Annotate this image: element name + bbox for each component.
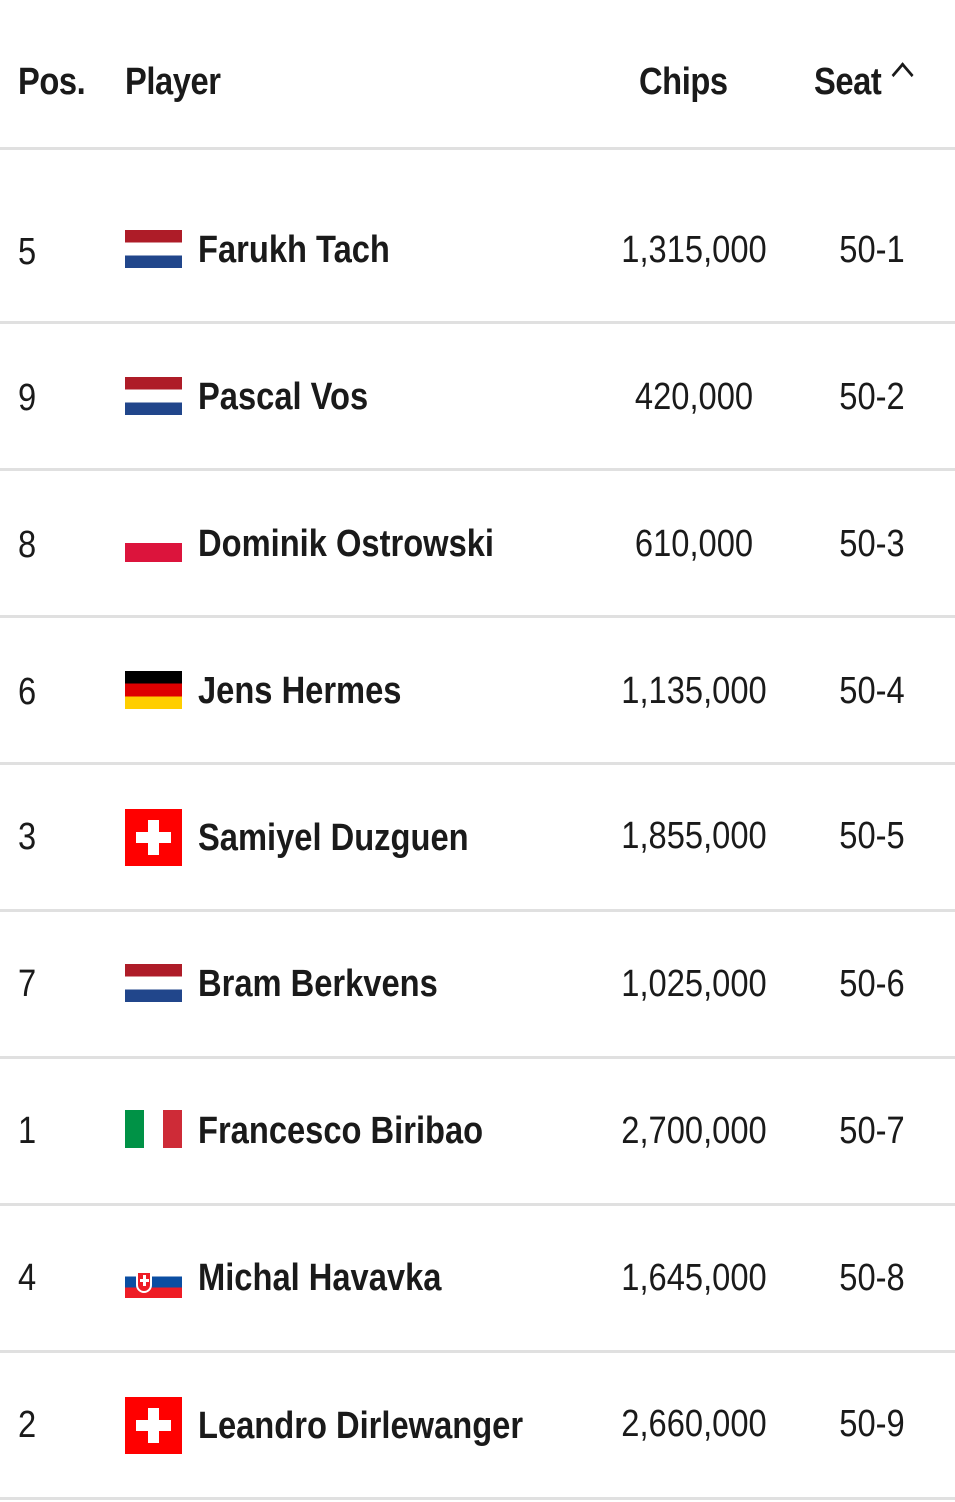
position-cell: 7 [18,963,37,1005]
chips-cell: 2,660,000 [621,1403,767,1445]
table-row[interactable]: 2 Leandro Dirlewanger 2,660,000 50-9 [0,1353,955,1500]
player-name[interactable]: Dominik Ostrowski [198,523,495,565]
netherlands-flag-icon [125,964,182,1002]
seat-cell: 50-6 [839,963,905,1005]
chips-cell: 1,135,000 [621,670,767,712]
player-name[interactable]: Farukh Tach [198,229,390,271]
position-cell: 5 [18,231,37,273]
player-name[interactable]: Francesco Biribao [198,1110,484,1152]
italy-flag-icon [125,1110,182,1148]
seat-cell: 50-2 [839,376,905,418]
table-row[interactable]: 7 Bram Berkvens 1,025,000 50-6 [0,912,955,1059]
player-name[interactable]: Pascal Vos [198,376,369,418]
player-name[interactable]: Michal Havavka [198,1257,442,1299]
column-header-chips[interactable]: Chips [639,61,728,103]
position-cell: 8 [18,524,37,566]
table-row[interactable]: 1 Francesco Biribao 2,700,000 50-7 [0,1059,955,1206]
switzerland-flag-icon [125,1397,182,1454]
slovakia-flag-icon [125,1266,182,1298]
seat-cell: 50-7 [839,1110,905,1152]
seat-cell: 50-4 [839,670,905,712]
chips-cell: 610,000 [634,523,754,565]
chips-cell: 420,000 [634,376,754,418]
player-name[interactable]: Bram Berkvens [198,963,438,1005]
player-name[interactable]: Leandro Dirlewanger [198,1405,524,1447]
netherlands-flag-icon [125,377,182,415]
column-header-pos[interactable]: Pos. [18,61,86,103]
switzerland-flag-icon [125,809,182,866]
table-row[interactable]: 9 Pascal Vos 420,000 50-2 [0,324,955,471]
position-cell: 9 [18,377,37,419]
player-name[interactable]: Jens Hermes [198,670,402,712]
position-cell: 3 [18,816,37,858]
chevron-up-icon[interactable] [891,62,914,88]
column-header-player[interactable]: Player [125,61,221,103]
position-cell: 6 [18,671,37,713]
chips-cell: 1,025,000 [621,963,767,1005]
poland-flag-icon [125,524,182,562]
table-row[interactable]: 3 Samiyel Duzguen 1,855,000 50-5 [0,765,955,912]
position-cell: 4 [18,1257,37,1299]
table-row[interactable]: 6 Jens Hermes 1,135,000 50-4 [0,618,955,765]
chips-cell: 2,700,000 [621,1110,767,1152]
chips-cell: 1,645,000 [621,1257,767,1299]
table-row[interactable]: 5 Farukh Tach 1,315,000 50-1 [0,180,955,324]
slovakia-coat-of-arms-icon [136,1271,152,1293]
table-header: Pos. Player Chips Seat [0,0,955,150]
column-header-seat[interactable]: Seat [814,60,914,104]
seat-cell: 50-5 [839,815,905,857]
seat-cell: 50-8 [839,1257,905,1299]
chips-cell: 1,315,000 [621,229,767,271]
germany-flag-icon [125,671,182,709]
column-header-seat-label: Seat [814,61,882,103]
table-row[interactable]: 4 Michal Havavka 1,645,000 50-8 [0,1206,955,1353]
chips-cell: 1,855,000 [621,815,767,857]
player-name[interactable]: Samiyel Duzguen [198,817,469,859]
position-cell: 1 [18,1110,37,1152]
seat-cell: 50-1 [839,229,905,271]
table-row[interactable]: 8 Dominik Ostrowski 610,000 50-3 [0,471,955,618]
netherlands-flag-icon [125,230,182,268]
seat-cell: 50-9 [839,1403,905,1445]
seat-cell: 50-3 [839,523,905,565]
position-cell: 2 [18,1404,37,1446]
